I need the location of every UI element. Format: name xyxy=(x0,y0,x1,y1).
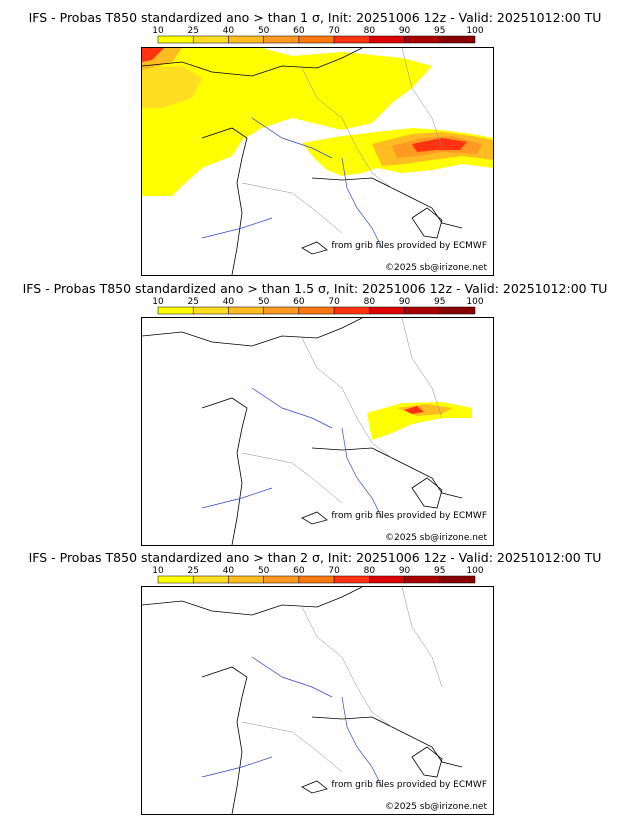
colorbar-swatch xyxy=(333,306,370,315)
borders xyxy=(241,48,443,234)
colorbar-swatch xyxy=(263,35,300,44)
colorbar-tick-label: 60 xyxy=(293,26,305,36)
colorbar-tick-label: 80 xyxy=(364,297,376,307)
borders xyxy=(241,587,443,773)
probability-map: from grib files provided by ECMWF ©2025 … xyxy=(141,586,494,815)
probability-field xyxy=(367,402,472,440)
colorbar-tick-label: 50 xyxy=(258,26,270,36)
colorbar-tick-label: 70 xyxy=(328,26,340,36)
probability-field xyxy=(142,48,493,196)
colorbar: 10 25 40 50 60 70 80 90 95 100 xyxy=(152,297,484,315)
colorbar-swatch xyxy=(298,35,335,44)
panel-title: IFS - Probas T850 standardized ano > tha… xyxy=(28,10,602,25)
colorbar-swatch xyxy=(228,575,264,584)
source-credit: from grib files provided by ECMWF xyxy=(331,780,487,790)
colorbar-swatch xyxy=(228,306,264,315)
map-panel-1: IFS - Probas T850 standardized ano > tha… xyxy=(0,0,630,276)
colorbar-swatch xyxy=(192,35,229,44)
rivers xyxy=(201,387,383,519)
colorbar-swatch xyxy=(157,306,194,315)
colorbar-swatch xyxy=(157,575,194,584)
colorbar-tick-label: 25 xyxy=(187,26,198,36)
colorbar-tick-label: 90 xyxy=(399,26,411,36)
colorbar-tick-label: 95 xyxy=(434,566,445,576)
colorbar-swatch xyxy=(263,306,300,315)
colorbar-tick-label: 60 xyxy=(293,566,305,576)
colorbar-swatch xyxy=(192,575,229,584)
coastline xyxy=(142,587,463,814)
colorbar-swatch xyxy=(404,575,441,584)
colorbar-tick-label: 95 xyxy=(434,26,445,36)
colorbar-tick-label: 90 xyxy=(399,297,411,307)
colorbar-swatch xyxy=(333,575,370,584)
colorbar-tick-label: 50 xyxy=(258,566,270,576)
colorbar-tick-label: 40 xyxy=(223,566,235,576)
colorbar-tick-label: 90 xyxy=(399,566,411,576)
colorbar-tick-label: 40 xyxy=(223,297,235,307)
colorbar-tick-label: 100 xyxy=(466,297,483,307)
colorbar-swatch xyxy=(369,575,405,584)
copyright-credit: ©2025 sb@irizone.net xyxy=(385,263,487,273)
colorbar-tick-label: 10 xyxy=(152,566,164,576)
colorbar-swatch xyxy=(404,306,441,315)
colorbar-tick-label: 10 xyxy=(152,297,164,307)
colorbar: 10 25 40 50 60 70 80 90 95 100 xyxy=(152,566,484,584)
colorbar-swatch xyxy=(228,35,264,44)
colorbar-tick-label: 10 xyxy=(152,26,164,36)
colorbar-swatch xyxy=(439,306,476,315)
rivers xyxy=(201,656,383,788)
colorbar-tick-label: 70 xyxy=(328,566,340,576)
colorbar-swatch xyxy=(157,35,194,44)
colorbar-swatch xyxy=(298,575,335,584)
colorbar-swatch xyxy=(404,35,441,44)
colorbar-swatch xyxy=(439,35,476,44)
colorbar-tick-label: 95 xyxy=(434,297,445,307)
probability-map: from grib files provided by ECMWF ©2025 … xyxy=(141,317,494,546)
colorbar-swatch xyxy=(369,35,405,44)
copyright-credit: ©2025 sb@irizone.net xyxy=(385,802,487,812)
colorbar-tick-label: 40 xyxy=(223,26,235,36)
source-credit: from grib files provided by ECMWF xyxy=(331,511,487,521)
colorbar-tick-label: 50 xyxy=(258,297,270,307)
colorbar-swatch xyxy=(298,306,335,315)
colorbar-tick-label: 25 xyxy=(187,297,198,307)
colorbar-swatch xyxy=(192,306,229,315)
panel-title: IFS - Probas T850 standardized ano > tha… xyxy=(28,550,602,565)
colorbar-swatch xyxy=(369,306,405,315)
rivers xyxy=(201,117,383,249)
colorbar-swatch xyxy=(439,575,476,584)
colorbar-tick-label: 80 xyxy=(364,566,376,576)
colorbar-swatch xyxy=(263,575,300,584)
copyright-credit: ©2025 sb@irizone.net xyxy=(385,533,487,543)
coastline xyxy=(142,48,463,275)
panel-title: IFS - Probas T850 standardized ano > tha… xyxy=(22,281,608,296)
borders xyxy=(241,318,443,504)
probability-map: from grib files provided by ECMWF ©2025 … xyxy=(141,47,494,276)
colorbar-tick-label: 25 xyxy=(187,566,198,576)
map-panel-2: IFS - Probas T850 standardized ano > tha… xyxy=(0,275,630,551)
colorbar-swatch xyxy=(333,35,370,44)
source-credit: from grib files provided by ECMWF xyxy=(331,241,487,251)
colorbar-tick-label: 100 xyxy=(466,26,483,36)
colorbar: 10 25 40 50 60 70 80 90 95 100 xyxy=(152,26,484,44)
colorbar-tick-label: 80 xyxy=(364,26,376,36)
colorbar-tick-label: 100 xyxy=(466,566,483,576)
coastline xyxy=(142,318,463,545)
colorbar-tick-label: 60 xyxy=(293,297,305,307)
map-panel-3: IFS - Probas T850 standardized ano > tha… xyxy=(0,550,630,826)
colorbar-tick-label: 70 xyxy=(328,297,340,307)
